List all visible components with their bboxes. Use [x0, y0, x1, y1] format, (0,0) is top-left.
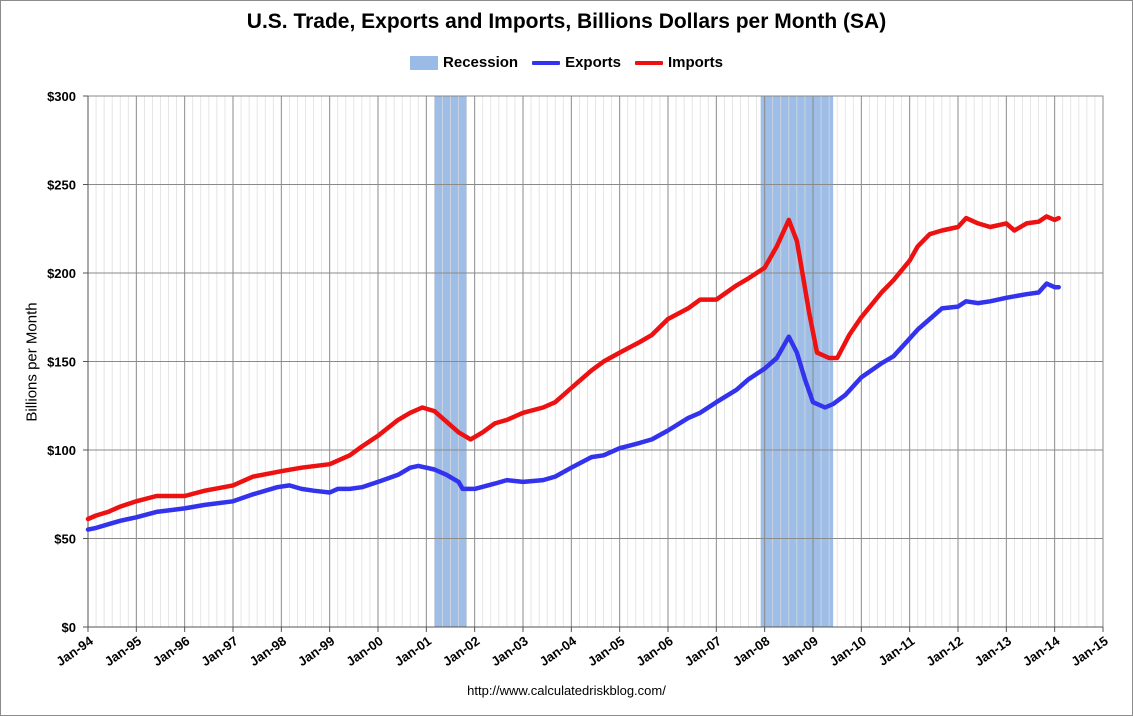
- y-tick-label: $250: [47, 178, 76, 193]
- legend-label-imports: Imports: [667, 54, 723, 71]
- y-tick-label: $200: [47, 266, 76, 281]
- x-tick-label: Jan-03: [488, 633, 530, 669]
- x-tick-label: Jan-99: [295, 633, 337, 669]
- y-tick-label: $150: [47, 355, 76, 370]
- legend-swatch-exports: [532, 60, 561, 65]
- legend-label-exports: Exports: [565, 54, 621, 71]
- x-tick-label: Jan-14: [1020, 633, 1063, 669]
- y-tick-label: $0: [62, 620, 76, 635]
- source-url: http://www.calculatedriskblog.com/: [467, 683, 666, 698]
- legend: Recession Exports Imports: [0, 54, 1133, 71]
- legend-item-exports: Exports: [532, 54, 621, 71]
- x-tick-label: Jan-08: [730, 633, 772, 669]
- x-tick-label: Jan-02: [440, 633, 482, 669]
- legend-item-recession: Recession: [410, 54, 518, 71]
- y-tick-label: $50: [54, 532, 76, 547]
- legend-item-imports: Imports: [634, 54, 723, 71]
- legend-swatch-imports: [634, 60, 663, 65]
- x-tick-label: Jan-13: [972, 633, 1014, 669]
- x-tick-label: Jan-00: [343, 633, 385, 669]
- series-line-imports: [85, 214, 1061, 522]
- chart-title: U.S. Trade, Exports and Imports, Billion…: [246, 10, 887, 33]
- x-tick-label: Jan-04: [537, 633, 580, 669]
- legend-label-recession: Recession: [443, 54, 519, 71]
- x-tick-label: Jan-05: [585, 633, 627, 669]
- x-tick-label: Jan-10: [827, 633, 869, 669]
- x-tick-label: Jan-01: [392, 633, 434, 669]
- x-tick-label: Jan-95: [102, 633, 144, 669]
- x-tick-label: Jan-12: [923, 633, 965, 669]
- x-tick-label: Jan-07: [682, 633, 724, 669]
- x-tick-label: Jan-96: [150, 633, 192, 669]
- series-line-exports: [85, 281, 1061, 532]
- x-tick-label: Jan-98: [247, 633, 289, 669]
- y-tick-label: $100: [47, 443, 76, 458]
- x-tick-label: Jan-15: [1068, 633, 1110, 669]
- x-tick-label: Jan-09: [778, 633, 820, 669]
- x-tick-label: Jan-06: [633, 633, 675, 669]
- legend-swatch-recession: [410, 55, 439, 70]
- x-tick-label: Jan-97: [198, 633, 240, 669]
- y-tick-label: $300: [47, 89, 76, 104]
- x-tick-label: Jan-94: [53, 633, 96, 669]
- x-tick-label: Jan-11: [876, 633, 918, 669]
